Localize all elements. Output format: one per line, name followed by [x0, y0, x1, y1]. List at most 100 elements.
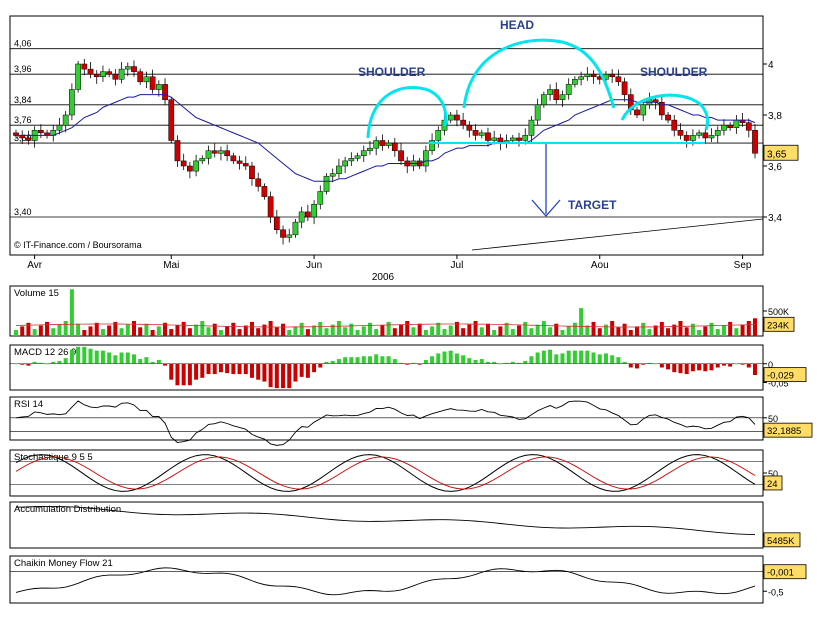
- candle-body: [491, 137, 498, 141]
- candle-body: [298, 211, 305, 223]
- macd-bar: [262, 363, 267, 382]
- macd-bar: [753, 363, 757, 375]
- candle-body: [752, 130, 758, 154]
- macd-bar: [529, 356, 534, 364]
- volume-bar: [467, 324, 472, 336]
- volume-bar: [498, 326, 503, 336]
- volume-bar: [535, 324, 540, 336]
- candle-body: [714, 130, 721, 136]
- macd-bar: [218, 363, 223, 373]
- month-label: Jul: [451, 260, 464, 271]
- candle-body: [702, 132, 709, 139]
- chaikin-line: [15, 567, 756, 596]
- volume-bar: [131, 321, 136, 336]
- candle-body: [578, 76, 584, 80]
- volume-bar: [237, 329, 242, 336]
- candle-body: [162, 84, 168, 100]
- volume-bar: [343, 327, 348, 336]
- candle-body: [242, 163, 249, 167]
- volume-bar: [163, 322, 168, 336]
- volume-bar: [169, 329, 174, 336]
- candle-body: [373, 140, 380, 149]
- volume-bar: [442, 329, 447, 336]
- macd-last-value: -0,029: [767, 371, 794, 382]
- macd-bar: [181, 363, 186, 386]
- macd-bar: [144, 357, 149, 364]
- volume-bar: [572, 322, 577, 336]
- panel-volume: Volume 15 500K 234K: [9, 285, 795, 337]
- target-arrow-head: [531, 199, 561, 217]
- macd-bar: [150, 361, 155, 364]
- macd-bar: [374, 354, 379, 364]
- last-price-value: 3,65: [767, 149, 787, 160]
- macd-bar: [579, 350, 584, 364]
- volume-bar: [293, 326, 298, 336]
- rsi-panel-label: RSI 14: [14, 399, 43, 410]
- volume-bar: [430, 326, 435, 336]
- macd-bar: [237, 363, 242, 375]
- candle-body: [311, 204, 317, 218]
- candle-body: [37, 130, 44, 134]
- accumulation-panel-frame: [9, 501, 764, 549]
- volume-bar: [697, 330, 702, 336]
- macd-bar: [113, 355, 118, 364]
- macd-bar: [417, 363, 422, 365]
- candle-body: [615, 76, 622, 83]
- candle-body: [454, 114, 460, 121]
- macd-bar: [299, 363, 304, 377]
- volume-bar: [703, 326, 708, 336]
- candle-body: [137, 71, 144, 83]
- macd-panel-label: MACD 12 26 9: [14, 347, 76, 358]
- candle-body: [342, 160, 348, 167]
- volume-bar: [380, 325, 385, 336]
- candle-body: [106, 71, 113, 75]
- rsi-last-value: 32,1885: [767, 426, 801, 437]
- macd-bar: [14, 363, 18, 365]
- candle-body: [385, 142, 392, 146]
- candle-body: [379, 140, 386, 146]
- macd-bar: [318, 363, 323, 368]
- volume-bar: [150, 330, 155, 336]
- volume-bar: [740, 324, 745, 336]
- volume-bar: [510, 329, 515, 336]
- volume-bar: [138, 327, 143, 336]
- macd-bar: [510, 361, 515, 364]
- price-right-tick-label: 3,8: [768, 111, 782, 122]
- macd-bar: [448, 350, 453, 364]
- accumulation-last-tag: [763, 532, 801, 548]
- volume-bar: [20, 326, 25, 336]
- volume-bar: [548, 327, 553, 336]
- candle-body: [329, 173, 336, 177]
- macd-bar: [256, 363, 261, 380]
- candle-body: [224, 150, 230, 157]
- volume-bar: [541, 321, 546, 336]
- macd-bar: [541, 350, 546, 364]
- macd-bar: [746, 363, 751, 368]
- volume-bar: [560, 330, 565, 336]
- volume-bar: [485, 323, 490, 336]
- price-left-tick-label: 3,76: [14, 115, 32, 125]
- candle-body: [112, 73, 119, 80]
- volume-bar: [287, 330, 292, 336]
- macd-bar: [554, 354, 559, 364]
- volume-bar: [268, 321, 273, 336]
- volume-bar: [249, 321, 254, 336]
- candle-body: [721, 124, 727, 131]
- volume-bar: [305, 329, 310, 336]
- macd-bar: [485, 361, 490, 364]
- candle-body: [677, 130, 684, 136]
- volume-bar: [709, 322, 714, 336]
- candle-body: [391, 142, 398, 151]
- candle-body: [553, 89, 560, 100]
- candle-body: [609, 73, 616, 77]
- macd-bar: [405, 363, 410, 365]
- macd-bar: [305, 363, 310, 378]
- candle-body: [348, 158, 355, 162]
- candle-body: [218, 150, 224, 154]
- volume-bar: [454, 321, 459, 336]
- macd-bar: [119, 352, 124, 364]
- candle-body: [205, 150, 212, 159]
- macd-bar: [436, 353, 441, 364]
